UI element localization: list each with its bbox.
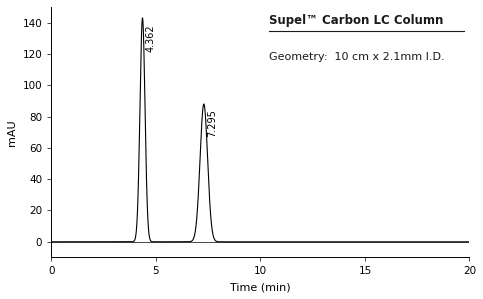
Y-axis label: mAU: mAU [7, 119, 17, 146]
Text: Supel™ Carbon LC Column: Supel™ Carbon LC Column [269, 14, 443, 28]
Text: 7.295: 7.295 [208, 109, 217, 137]
X-axis label: Time (min): Time (min) [230, 282, 291, 292]
Text: 4.362: 4.362 [146, 24, 156, 52]
Text: Geometry:  10 cm x 2.1mm I.D.: Geometry: 10 cm x 2.1mm I.D. [269, 52, 444, 62]
